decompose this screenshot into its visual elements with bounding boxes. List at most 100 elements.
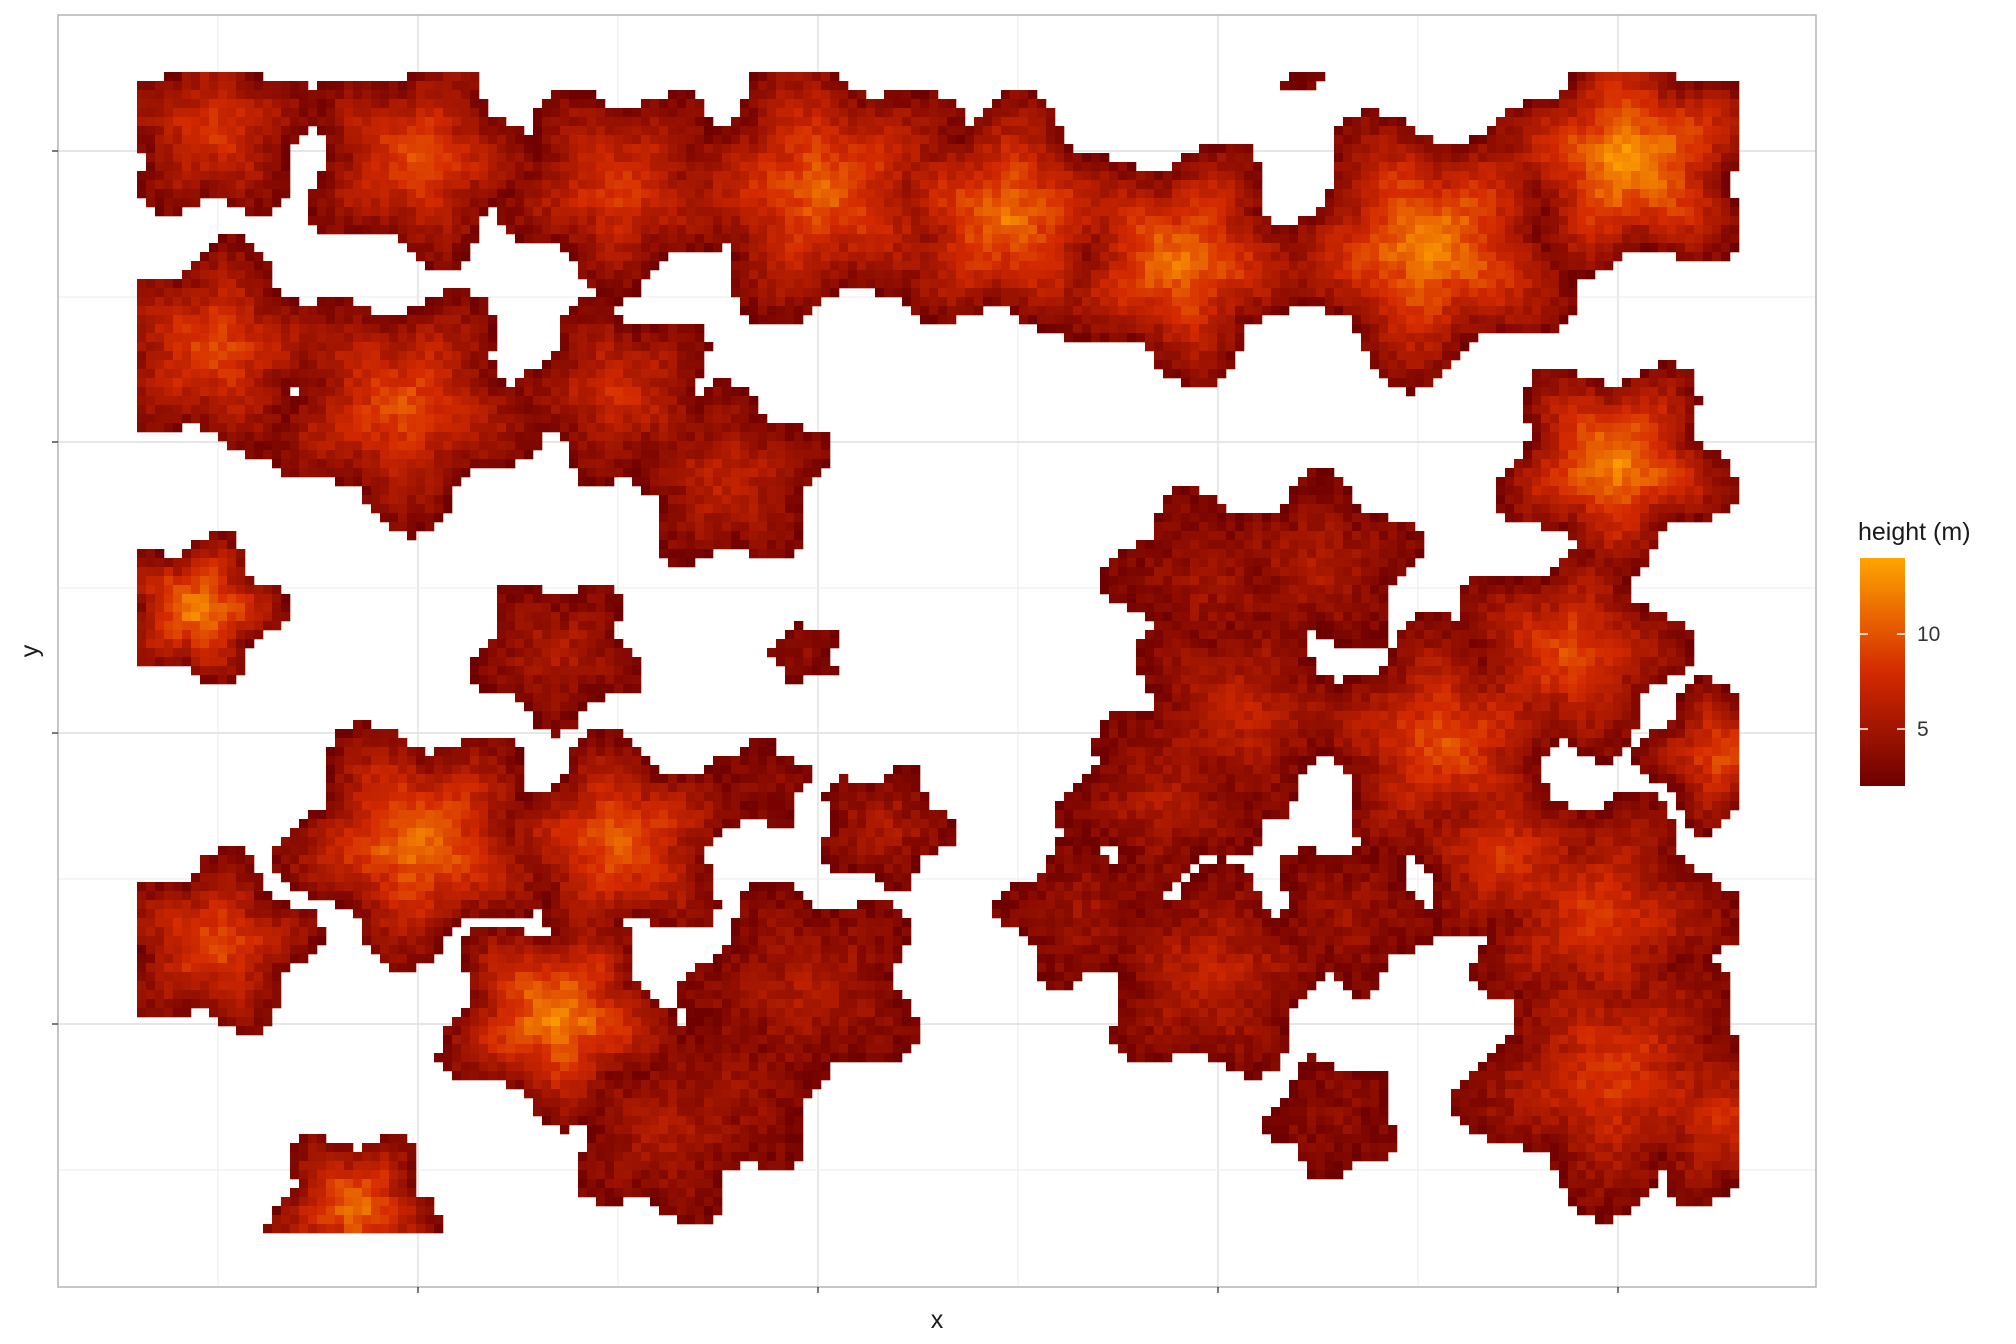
raster-cell (830, 243, 840, 253)
raster-cell (1208, 180, 1218, 190)
raster-cell (1037, 126, 1047, 136)
raster-cell (1568, 288, 1578, 298)
raster-cell (407, 432, 417, 442)
raster-cell (875, 198, 885, 208)
raster-cell (1577, 108, 1587, 118)
raster-cell (326, 135, 336, 145)
raster-cell (1523, 198, 1533, 208)
raster-cell (533, 378, 543, 388)
raster-cell (263, 126, 273, 136)
raster-cell (1577, 117, 1587, 127)
raster-cell (1622, 207, 1632, 217)
raster-cell (137, 306, 147, 316)
raster-cell (1424, 198, 1434, 208)
raster-cell (1154, 306, 1164, 316)
raster-cell (1190, 252, 1200, 262)
raster-cell (1658, 189, 1668, 199)
raster-cell (1316, 207, 1326, 217)
raster-cell (677, 423, 687, 433)
raster-cell (1703, 81, 1713, 91)
raster-cell (641, 261, 651, 271)
raster-cell (830, 81, 840, 91)
raster-cell (1730, 108, 1740, 118)
raster-cell (578, 108, 588, 118)
raster-cell (245, 171, 255, 181)
raster-cell (1109, 207, 1119, 217)
raster-cell (542, 180, 552, 190)
raster-cell (1676, 135, 1686, 145)
raster-cell (992, 153, 1002, 163)
raster-cell (1523, 108, 1533, 118)
raster-cell (623, 342, 633, 352)
raster-cell (578, 414, 588, 424)
raster-cell (425, 324, 435, 334)
raster-cell (1019, 270, 1029, 280)
raster-cell (1064, 180, 1074, 190)
raster-cell (1469, 234, 1479, 244)
raster-cell (1559, 288, 1569, 298)
raster-cell (740, 117, 750, 127)
raster-cell (1370, 342, 1380, 352)
raster-cell (947, 216, 957, 226)
raster-cell (308, 423, 318, 433)
raster-cell (758, 99, 768, 109)
raster-cell (974, 135, 984, 145)
raster-cell (1541, 432, 1551, 442)
raster-cell (1190, 288, 1200, 298)
raster-cell (506, 180, 516, 190)
raster-cell (632, 396, 642, 406)
raster-cell (398, 315, 408, 325)
raster-cell (155, 423, 165, 433)
raster-cell (1649, 135, 1659, 145)
raster-cell (344, 450, 354, 460)
raster-cell (1550, 171, 1560, 181)
raster-cell (1658, 423, 1668, 433)
raster-cell (1496, 297, 1506, 307)
raster-cell (434, 396, 444, 406)
raster-cell (479, 441, 489, 451)
raster-cell (479, 180, 489, 190)
raster-cell (137, 324, 147, 334)
raster-cell (596, 252, 606, 262)
raster-cell (812, 117, 822, 127)
raster-cell (794, 108, 804, 118)
raster-cell (506, 441, 516, 451)
raster-cell (677, 153, 687, 163)
raster-cell (200, 387, 210, 397)
raster-cell (641, 198, 651, 208)
raster-cell (209, 162, 219, 172)
raster-cell (254, 180, 264, 190)
raster-cell (542, 153, 552, 163)
raster-cell (515, 414, 525, 424)
raster-cell (461, 225, 471, 235)
raster-cell (686, 405, 696, 415)
raster-cell (857, 252, 867, 262)
raster-cell (929, 270, 939, 280)
raster-cell (659, 234, 669, 244)
raster-cell (731, 288, 741, 298)
raster-cell (1676, 171, 1686, 181)
raster-cell (335, 405, 345, 415)
raster-cell (1640, 405, 1650, 415)
raster-cell (533, 432, 543, 442)
raster-cell (1091, 162, 1101, 172)
raster-cell (488, 414, 498, 424)
raster-cell (1532, 252, 1542, 262)
raster-cell (1685, 234, 1695, 244)
raster-cell (1676, 99, 1686, 109)
raster-cell (443, 243, 453, 253)
raster-cell (776, 99, 786, 109)
raster-cell (1199, 216, 1209, 226)
raster-cell (956, 171, 966, 181)
raster-cell (695, 351, 705, 361)
raster-cell (1703, 216, 1713, 226)
raster-cell (470, 189, 480, 199)
raster-cell (443, 288, 453, 298)
raster-cell (416, 342, 426, 352)
raster-cell (1019, 216, 1029, 226)
raster-cell (1694, 153, 1704, 163)
raster-cell (857, 270, 867, 280)
raster-cell (200, 72, 210, 82)
raster-cell (1370, 189, 1380, 199)
raster-cell (686, 441, 696, 451)
